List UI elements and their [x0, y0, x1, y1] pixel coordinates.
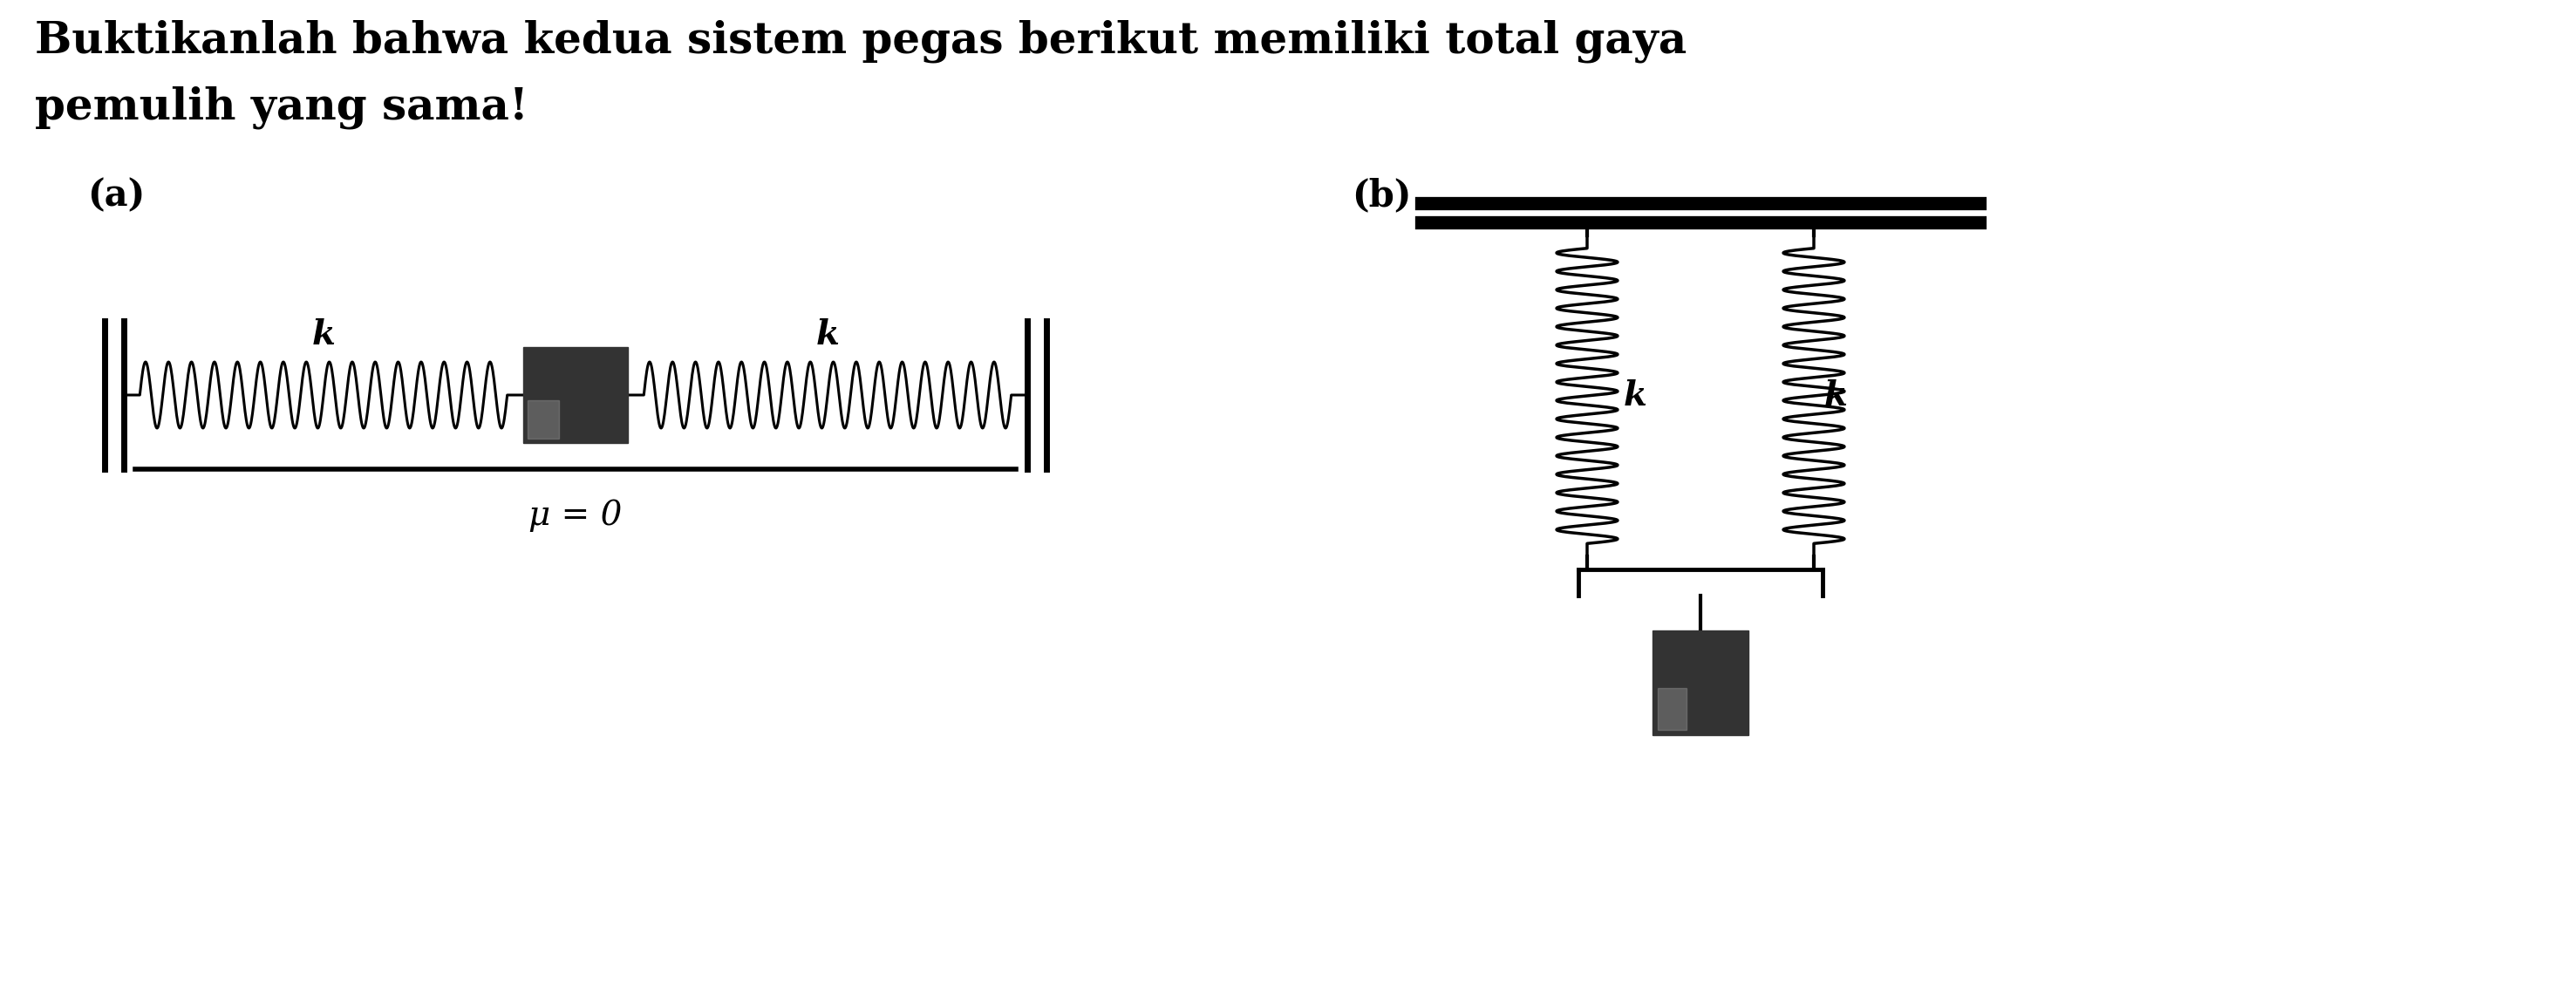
Text: pemulih yang sama!: pemulih yang sama! — [36, 85, 528, 128]
Bar — [1659, 688, 1687, 730]
Bar — [528, 400, 559, 439]
Bar — [523, 347, 629, 443]
Text: Buktikanlah bahwa kedua sistem pegas berikut memiliki total gaya: Buktikanlah bahwa kedua sistem pegas ber… — [36, 20, 1687, 63]
Text: k: k — [1824, 379, 1847, 412]
Text: k: k — [1623, 379, 1646, 412]
Text: (a): (a) — [88, 177, 144, 213]
Text: (b): (b) — [1352, 177, 1412, 213]
Text: μ = 0: μ = 0 — [528, 500, 623, 533]
Bar — [1654, 630, 1749, 735]
Text: k: k — [312, 318, 335, 352]
Text: k: k — [817, 318, 840, 352]
